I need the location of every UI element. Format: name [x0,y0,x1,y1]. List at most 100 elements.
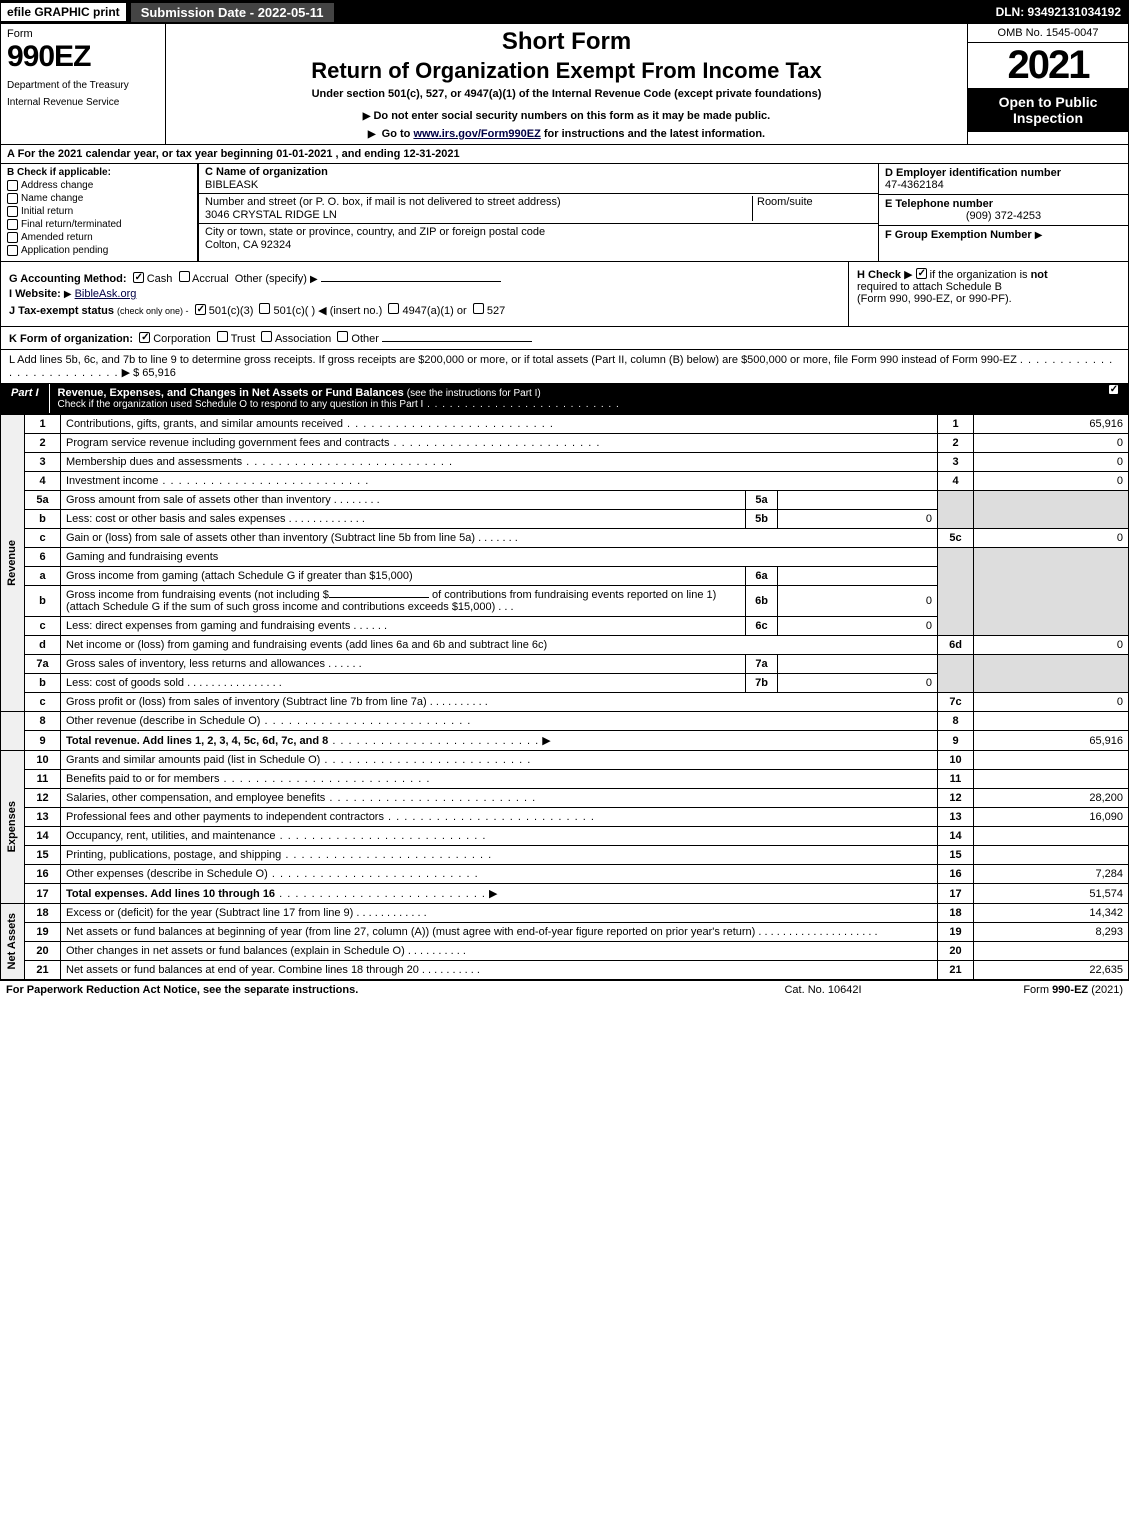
chk-final-return[interactable] [7,219,18,230]
amt [974,770,1129,789]
ln: 7a [25,655,61,674]
line-l: L Add lines 5b, 6c, and 7b to line 9 to … [0,350,1129,384]
netassets-label: Net Assets [6,913,18,969]
amt [974,751,1129,770]
desc: Net assets or fund balances at beginning… [66,926,755,938]
short-form-title: Short Form [174,28,959,56]
header-right: OMB No. 1545-0047 2021 Open to Public In… [968,24,1128,144]
table-row: 8Other revenue (describe in Schedule O)8 [1,712,1129,731]
website-link[interactable]: BibleAsk.org [75,288,137,300]
org-name: BIBLEASK [205,179,872,191]
table-row: 2Program service revenue including gover… [1,434,1129,453]
j-sub: (check only one) - [117,306,189,316]
desc: Contributions, gifts, grants, and simila… [66,418,343,430]
desc: Less: cost of goods sold [66,677,184,689]
ln: 11 [25,770,61,789]
tel-label: E Telephone number [885,198,1122,210]
chk-accrual[interactable] [179,271,190,282]
desc: Membership dues and assessments [66,456,242,468]
chk-schedule-o[interactable] [1108,384,1119,395]
goto-link[interactable]: www.irs.gov/Form990EZ [413,128,540,140]
chk-other[interactable] [337,331,348,342]
efile-print[interactable]: efile GRAPHIC print [0,2,127,22]
sub-val [778,491,938,510]
ln: c [25,693,61,712]
num: 13 [938,808,974,827]
expenses-label: Expenses [6,801,18,852]
amt: 65,916 [974,731,1129,751]
desc: Net assets or fund balances at end of ye… [66,964,419,976]
sub-ln: 6c [746,617,778,636]
table-row: 12Salaries, other compensation, and empl… [1,789,1129,808]
chk-application-pending[interactable] [7,245,18,256]
desc: Occupancy, rent, utilities, and maintena… [66,830,276,842]
ln: b [25,510,61,529]
chk-amended-return[interactable] [7,232,18,243]
chk-initial-return[interactable] [7,206,18,217]
top-bar: efile GRAPHIC print Submission Date - 20… [0,0,1129,24]
j-527: 527 [487,305,505,317]
amt: 0 [974,453,1129,472]
ln: 12 [25,789,61,808]
ln: 20 [25,942,61,961]
chk-h[interactable] [916,268,927,279]
table-row: 15Printing, publications, postage, and s… [1,846,1129,865]
chk-address-change[interactable] [7,180,18,191]
desc1: Gross income from fundraising events (no… [66,589,329,601]
form-number: 990EZ [7,40,159,74]
room-label: Room/suite [757,196,872,208]
city-value: Colton, CA 92324 [205,239,545,251]
form-label: Form [7,28,159,40]
footer-cat: Cat. No. 10642I [723,984,923,996]
revenue-label: Revenue [6,540,18,586]
chk-name-change[interactable] [7,193,18,204]
dln: DLN: 93492131034192 [988,3,1129,21]
under-section: Under section 501(c), 527, or 4947(a)(1)… [174,88,959,100]
num: 7c [938,693,974,712]
part-sub: (see the instructions for Part I) [407,388,541,399]
desc: Other changes in net assets or fund bala… [66,945,405,957]
ln: 2 [25,434,61,453]
chk-501c3[interactable] [195,304,206,315]
table-row: 3Membership dues and assessments30 [1,453,1129,472]
amt: 0 [974,636,1129,655]
do-not-ssn: Do not enter social security numbers on … [174,110,959,122]
sub-val: 0 [778,674,938,693]
num: 4 [938,472,974,491]
desc: Less: direct expenses from gaming and fu… [66,620,350,632]
num: 20 [938,942,974,961]
j-4947: 4947(a)(1) or [402,305,466,317]
table-row: 4Investment income40 [1,472,1129,491]
amt: 0 [974,434,1129,453]
goto-pre: Go to [382,128,414,140]
amt: 16,090 [974,808,1129,827]
amt: 22,635 [974,961,1129,980]
desc: Investment income [66,475,158,487]
ln: 18 [25,904,61,923]
chk-label: Application pending [21,245,108,256]
chk-4947[interactable] [388,303,399,314]
goto-post: for instructions and the latest informat… [544,128,765,140]
chk-label: Initial return [21,206,73,217]
section-b-wrap: B Check if applicable: Address change Na… [0,164,1129,262]
chk-501c[interactable] [259,303,270,314]
chk-cash[interactable] [133,272,144,283]
ln: d [25,636,61,655]
amt: 51,574 [974,884,1129,904]
desc: Professional fees and other payments to … [66,811,384,823]
chk-trust[interactable] [217,331,228,342]
desc: Gain or (loss) from sale of assets other… [66,532,475,544]
chk-527[interactable] [473,303,484,314]
num: 16 [938,865,974,884]
form-header: Form 990EZ Department of the Treasury In… [0,24,1129,145]
sub-val: 0 [778,617,938,636]
ln: b [25,586,61,617]
chk-assoc[interactable] [261,331,272,342]
num: 14 [938,827,974,846]
table-row: dNet income or (loss) from gaming and fu… [1,636,1129,655]
l-text: L Add lines 5b, 6c, and 7b to line 9 to … [9,354,1017,366]
num: 17 [938,884,974,904]
chk-corp[interactable] [139,332,150,343]
amt [974,827,1129,846]
dept-treasury: Department of the Treasury [7,80,159,91]
